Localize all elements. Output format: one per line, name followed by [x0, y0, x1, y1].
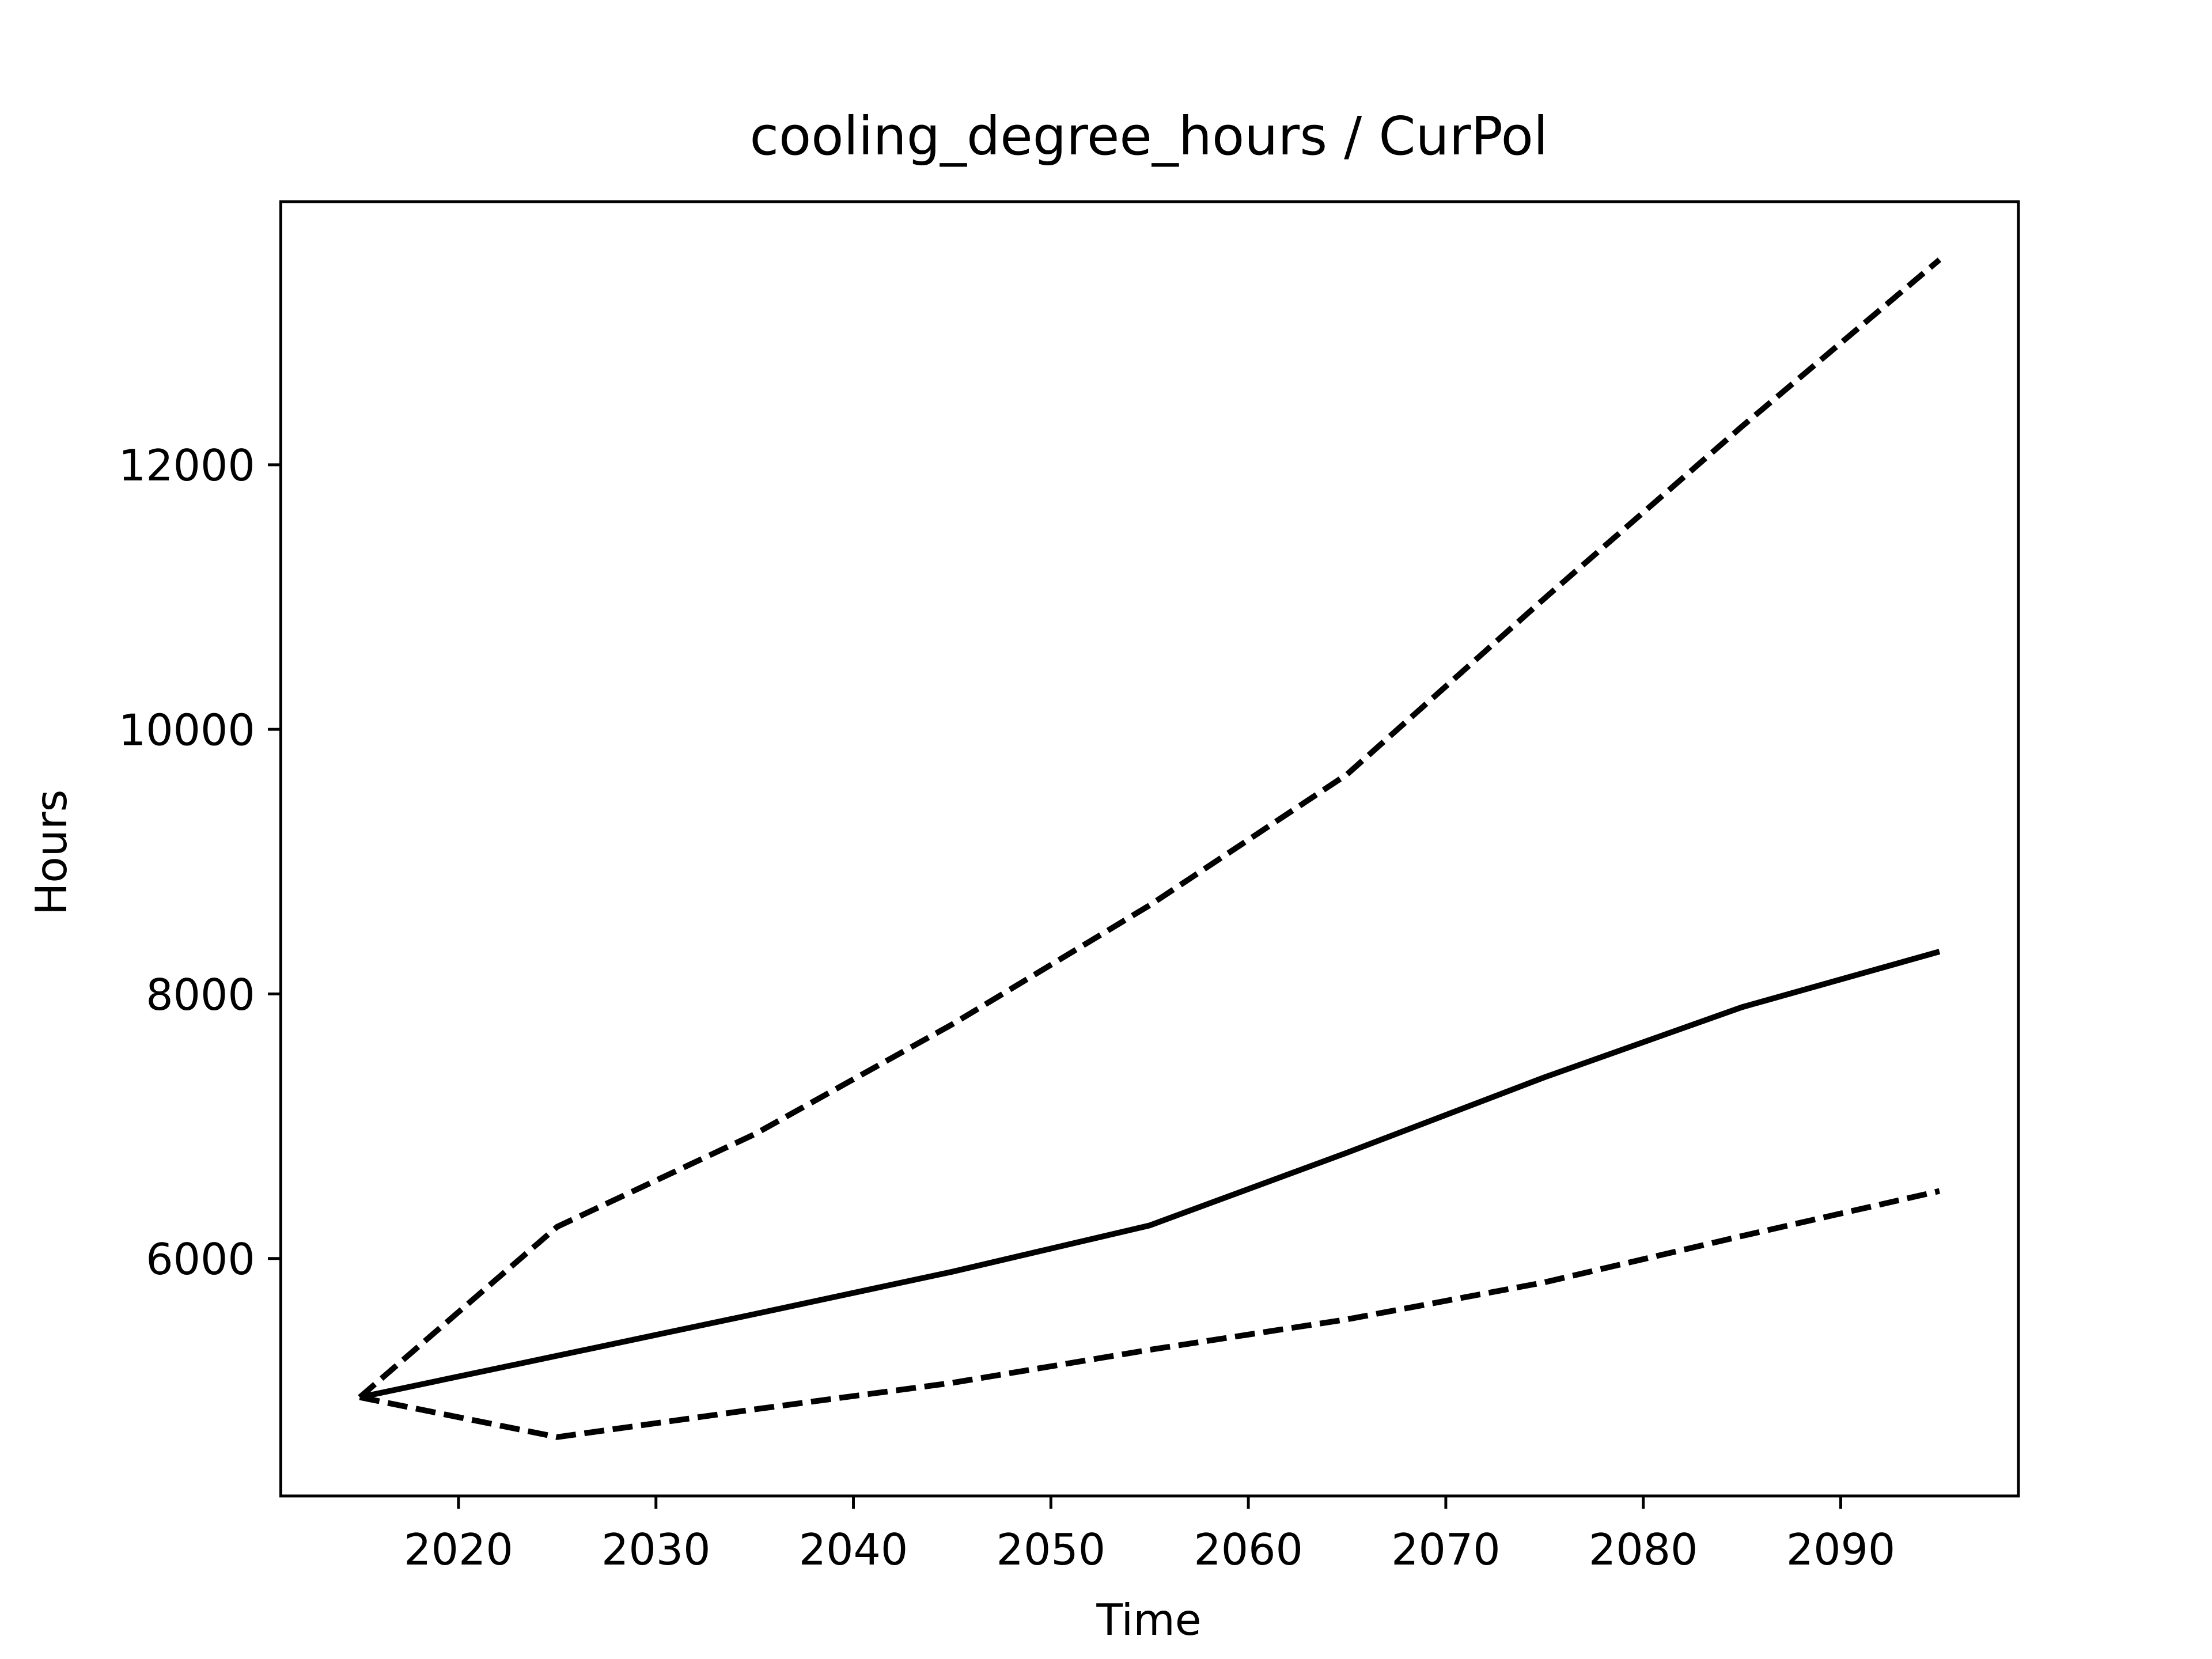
- series-line: [359, 949, 1941, 1400]
- x-tick-label: 2020: [404, 1525, 513, 1575]
- x-tick-label: 2090: [1786, 1525, 1896, 1575]
- x-tick-label: 2080: [1589, 1525, 1698, 1575]
- x-tick-label: 2030: [601, 1525, 711, 1575]
- x-tick-label: 2040: [799, 1525, 908, 1575]
- y-tick-label: 6000: [146, 1234, 255, 1285]
- x-tick-label: 2050: [997, 1525, 1106, 1575]
- x-axis-label: Time: [1096, 1595, 1201, 1645]
- x-tick-label: 2070: [1391, 1525, 1501, 1575]
- y-axis-label: Hours: [26, 790, 77, 915]
- plot-frame: [279, 200, 2020, 1498]
- chart-title: cooling_degree_hours / CurPol: [750, 105, 1548, 167]
- y-tick-label: 10000: [119, 705, 255, 755]
- series-line: [359, 1188, 1940, 1440]
- series-line: [358, 257, 1942, 1400]
- y-tick-label: 12000: [119, 441, 255, 491]
- x-tick-label: 2060: [1194, 1525, 1303, 1575]
- y-tick-label: 8000: [146, 970, 255, 1020]
